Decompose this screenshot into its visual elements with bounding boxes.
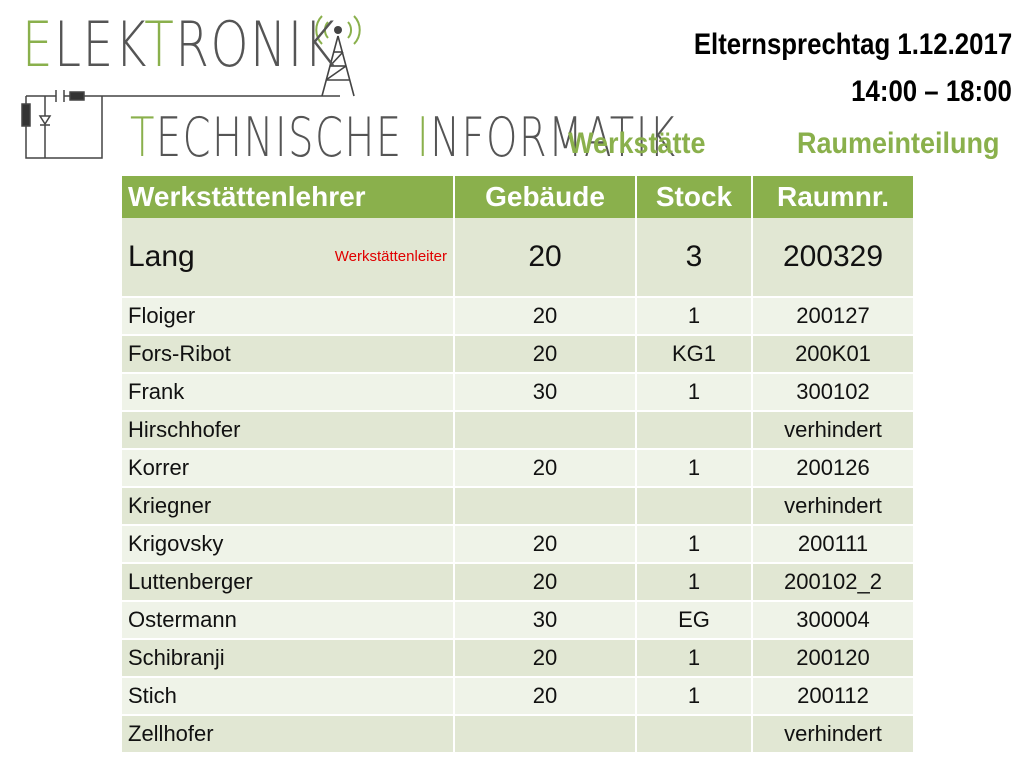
table-row: Fors-Ribot 20 KG1 200K01: [122, 335, 915, 374]
floor-cell: KG1: [636, 335, 753, 374]
teacher-cell: Hirschhofer: [122, 411, 455, 450]
table-row: Kriegner verhindert: [122, 487, 915, 526]
room-cell-absent: verhindert: [752, 411, 915, 450]
subtitle-raumeinteilung: Raumeinteilung: [797, 127, 1000, 160]
teacher-cell: Kriegner: [122, 487, 455, 526]
building-cell: [454, 411, 637, 450]
subtitle-werkstaette: Werkstätte: [568, 127, 706, 160]
circuit-antenna-icon: [21, 15, 361, 159]
table-row: Frank 30 1 300102: [122, 373, 915, 412]
floor-cell: 3: [636, 218, 753, 298]
building-cell: 20: [454, 218, 637, 298]
floor-cell: 1: [636, 373, 753, 412]
teacher-cell: Stich: [122, 677, 455, 716]
table-row: Zellhofer verhindert: [122, 715, 915, 754]
table-header-row: Werkstättenlehrer Gebäude Stock Raumnr.: [122, 176, 915, 218]
building-cell-highlight: 30: [454, 601, 637, 640]
building-cell: 20: [454, 639, 637, 678]
teacher-cell: Frank: [122, 373, 455, 412]
column-header-teacher: Werkstättenlehrer: [122, 176, 455, 218]
teacher-cell: Ostermann: [122, 601, 455, 640]
teacher-cell: Krigovsky: [122, 525, 455, 564]
table-row: Krigovsky 20 1 200111: [122, 525, 915, 564]
floor-cell: 1: [636, 525, 753, 564]
floor-cell: [636, 487, 753, 526]
floor-cell: 1: [636, 639, 753, 678]
floor-cell: 1: [636, 297, 753, 336]
table-row: Ostermann 30 EG 300004: [122, 601, 915, 640]
room-cell: 200126: [752, 449, 915, 488]
room-cell: 300102: [752, 373, 915, 412]
logo-text-technische-informatik: TECHNISCHE INFORMATIK: [130, 106, 677, 169]
teacher-cell: Schibranji: [122, 639, 455, 678]
building-cell: 20: [454, 449, 637, 488]
building-cell: [454, 715, 637, 754]
floor-cell: [636, 715, 753, 754]
table-row: Luttenberger 20 1 200102_2: [122, 563, 915, 602]
table-row: Hirschhofer verhindert: [122, 411, 915, 450]
building-cell: 20: [454, 677, 637, 716]
floor-cell-highlight: EG: [636, 601, 753, 640]
table-row: Floiger 20 1 200127: [122, 297, 915, 336]
teacher-cell: Luttenberger: [122, 563, 455, 602]
teacher-cell: Fors-Ribot: [122, 335, 455, 374]
building-cell: 20: [454, 297, 637, 336]
room-cell: 200120: [752, 639, 915, 678]
room-cell-absent: verhindert: [752, 487, 915, 526]
lead-note: Werkstättenleiter: [334, 248, 447, 265]
floor-cell: 1: [636, 677, 753, 716]
column-header-room: Raumnr.: [752, 176, 915, 218]
teacher-cell: Korrer: [122, 449, 455, 488]
room-cell: 200112: [752, 677, 915, 716]
floor-cell: 1: [636, 563, 753, 602]
building-cell: [454, 487, 637, 526]
building-cell: 20: [454, 525, 637, 564]
column-header-building: Gebäude: [454, 176, 637, 218]
room-cell: 200111: [752, 525, 915, 564]
table-row: Stich 20 1 200112: [122, 677, 915, 716]
teacher-cell: Floiger: [122, 297, 455, 336]
building-cell: 30: [454, 373, 637, 412]
room-cell-absent: verhindert: [752, 715, 915, 754]
floor-cell: 1: [636, 449, 753, 488]
teacher-cell: Lang Werkstättenleiter: [122, 218, 455, 298]
event-time: 14:00 – 18:00: [851, 75, 1012, 108]
building-cell: 20: [454, 335, 637, 374]
room-cell-highlight: 300004: [752, 601, 915, 640]
school-logo: ELEKTRONIK TECHNISCHE INFORMATIK: [20, 8, 675, 169]
table-row: Schibranji 20 1 200120: [122, 639, 915, 678]
floor-cell: [636, 411, 753, 450]
table-row-lead: Lang Werkstättenleiter 20 3 200329: [122, 218, 915, 298]
room-cell: 200K01: [752, 335, 915, 374]
room-cell: 200329: [752, 218, 915, 298]
teacher-cell: Zellhofer: [122, 715, 455, 754]
column-header-floor: Stock: [636, 176, 753, 218]
logo-text-elektronik: ELEKTRONIK: [22, 8, 337, 81]
table-row: Korrer 20 1 200126: [122, 449, 915, 488]
room-cell: 200102_2: [752, 563, 915, 602]
room-cell: 200127: [752, 297, 915, 336]
building-cell: 20: [454, 563, 637, 602]
event-date: Elternsprechtag 1.12.2017: [693, 28, 1012, 61]
room-table: Werkstättenlehrer Gebäude Stock Raumnr. …: [122, 176, 915, 754]
teacher-name: Lang: [128, 240, 195, 273]
